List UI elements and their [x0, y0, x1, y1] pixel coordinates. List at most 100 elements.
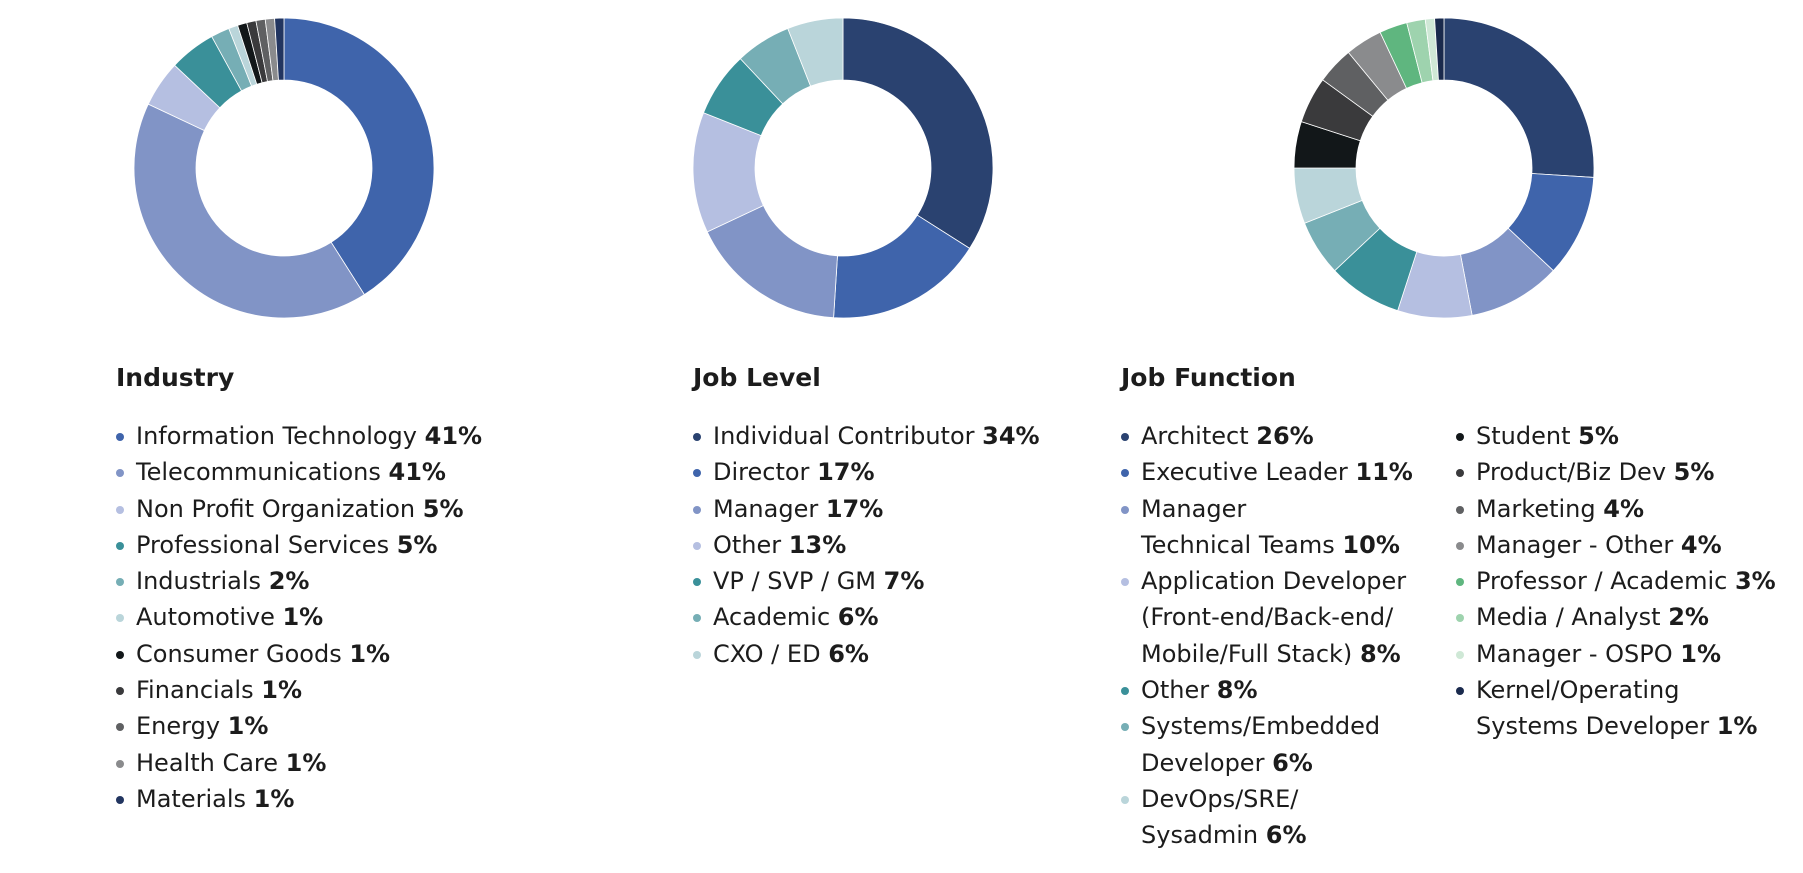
legend-item-health-care: Health Care 1%	[116, 745, 482, 781]
legend-label: Financials	[136, 676, 254, 705]
legend-percent: 11%	[1355, 458, 1413, 487]
job-level-donut-chart	[693, 18, 993, 318]
legend-dot-icon	[1121, 578, 1129, 587]
legend-item-automotive: Automotive 1%	[116, 599, 482, 635]
legend-item-application-developer-front-end-back-end-mobile-full-stack: Application Developer (Front-end/Back-end…	[1121, 563, 1456, 672]
legend-dot-icon	[693, 650, 701, 659]
legend-label: Other	[1141, 676, 1210, 705]
legend-item-non-profit-organization: Non Profit Organization 5%	[116, 491, 482, 527]
legend-label-line: Kernel/Operating	[1476, 676, 1680, 705]
slice-telecommunications	[134, 103, 365, 318]
legend-item-systems-embedded-developer: Systems/Embedded Developer 6%	[1121, 708, 1456, 781]
legend-item-professional-services: Professional Services 5%	[116, 527, 482, 563]
legend-dot-icon	[116, 541, 124, 550]
legend-dot-icon	[1456, 614, 1464, 623]
job-level-title: Job Level	[693, 363, 821, 392]
legend-label: Individual Contributor	[713, 422, 975, 450]
legend-percent: 1%	[285, 748, 327, 777]
legend-item-academic: Academic 6%	[693, 599, 1040, 635]
legend-label: Industrials	[136, 567, 262, 596]
legend-label: Energy	[136, 712, 221, 741]
slice-information-technology	[283, 18, 434, 296]
legend-label: Materials	[136, 784, 247, 813]
industry-donut-chart	[134, 18, 434, 318]
legend-percent: 1%	[261, 676, 302, 705]
legend-item-other: Other 13%	[693, 527, 1040, 563]
job-function-title: Job Function	[1121, 363, 1296, 392]
legend-percent: 17%	[817, 458, 875, 487]
legend-percent: 2%	[1668, 603, 1709, 632]
legend-percent: 6%	[1265, 821, 1307, 850]
legend-dot-icon	[1121, 795, 1129, 804]
legend-item-director: Director 17%	[693, 454, 1040, 490]
legend-percent: 6%	[837, 603, 879, 632]
industry-title: Industry	[116, 363, 235, 392]
legend-percent: 1%	[282, 603, 324, 632]
legend-label: Product/Biz Dev	[1476, 458, 1667, 487]
legend-percent: 5%	[1578, 422, 1619, 450]
legend-label: Manager - OSPO	[1476, 639, 1673, 668]
legend-label: Non Profit Organization	[136, 494, 416, 523]
legend-dot-icon	[116, 759, 124, 768]
legend-item-consumer-goods: Consumer Goods 1%	[116, 636, 482, 672]
legend-item-cxo-ed: CXO / ED 6%	[693, 636, 1040, 672]
legend-percent: 34%	[982, 422, 1040, 450]
legend-dot-icon	[1456, 578, 1464, 587]
legend-item-energy: Energy 1%	[116, 708, 482, 744]
legend-label: Professor / Academic	[1476, 567, 1728, 596]
legend-item-financials: Financials 1%	[116, 672, 482, 708]
legend-percent: 1%	[349, 639, 391, 668]
legend-label: Director	[713, 458, 810, 487]
legend-percent: 13%	[788, 530, 847, 559]
legend-label: Health Care	[136, 748, 279, 777]
legend-item-telecommunications: Telecommunications 41%	[116, 454, 482, 490]
slice-cxo-ed	[787, 18, 844, 87]
legend-dot-icon	[693, 541, 701, 550]
legend-label: Telecommunications	[136, 458, 381, 487]
legend-item-vp-svp-gm: VP / SVP / GM 7%	[693, 563, 1040, 599]
slice-kernel-operating-systems-developer	[1434, 18, 1445, 81]
legend-percent: 5%	[396, 530, 438, 559]
legend-label-line: Manager	[1141, 494, 1247, 523]
legend-item-other: Other 8%	[1121, 672, 1456, 708]
legend-item-marketing: Marketing 4%	[1456, 491, 1776, 527]
legend-dot-icon	[1456, 469, 1464, 478]
job-level-legend: Individual Contributor 34% Director 17% Ma…	[693, 418, 1040, 672]
legend-dot-icon	[1456, 650, 1464, 659]
legend-item-individual-contributor: Individual Contributor 34%	[693, 418, 1040, 454]
legend-dot-icon	[1456, 505, 1464, 514]
legend-label-line: Systems Developer 1%	[1476, 708, 1776, 744]
legend-item-kernel-operating-systems-developer: Kernel/Operating Systems Developer 1%	[1456, 672, 1776, 745]
legend-percent: 2%	[268, 567, 310, 596]
legend-item-manager: Manager 17%	[693, 491, 1040, 527]
legend-dot-icon	[1456, 541, 1464, 550]
slice-materials	[274, 18, 285, 81]
legend-label: Academic	[713, 603, 831, 632]
legend-dot-icon	[116, 578, 124, 587]
legend-label-line: DevOps/SRE/	[1141, 784, 1299, 813]
legend-item-manager-ospo: Manager - OSPO 1%	[1456, 636, 1776, 672]
legend-dot-icon	[1456, 687, 1464, 696]
legend-item-manager-other: Manager - Other 4%	[1456, 527, 1776, 563]
legend-dot-icon	[693, 578, 701, 587]
job-function-panel: Job Function Architect 26% Executive Lead…	[1121, 360, 1776, 854]
legend-label-text: Sysadmin	[1141, 821, 1259, 850]
legend-percent: 1%	[253, 784, 295, 813]
legend-dot-icon	[116, 433, 124, 441]
legend-label: Student	[1476, 422, 1571, 450]
legend-label: Marketing	[1476, 494, 1596, 523]
legend-label-line: Developer 6%	[1141, 745, 1456, 781]
legend-dot-icon	[693, 433, 701, 441]
job-level-panel: Job Level Individual Contributor 34% Dire…	[693, 360, 1040, 672]
legend-percent: 4%	[1680, 530, 1722, 559]
slice-individual-contributor	[842, 18, 993, 249]
legend-label: Other	[713, 530, 782, 559]
legend-item-executive-leader: Executive Leader 11%	[1121, 454, 1456, 490]
legend-label-text: Mobile/Full Stack)	[1141, 639, 1353, 668]
job-function-donut-chart	[1294, 18, 1594, 318]
legend-percent: 5%	[422, 494, 464, 523]
legend-item-industrials: Industrials 2%	[116, 563, 482, 599]
legend-label: Architect	[1141, 422, 1249, 450]
legend-item-architect: Architect 26%	[1121, 418, 1456, 454]
legend-dot-icon	[1121, 505, 1129, 514]
